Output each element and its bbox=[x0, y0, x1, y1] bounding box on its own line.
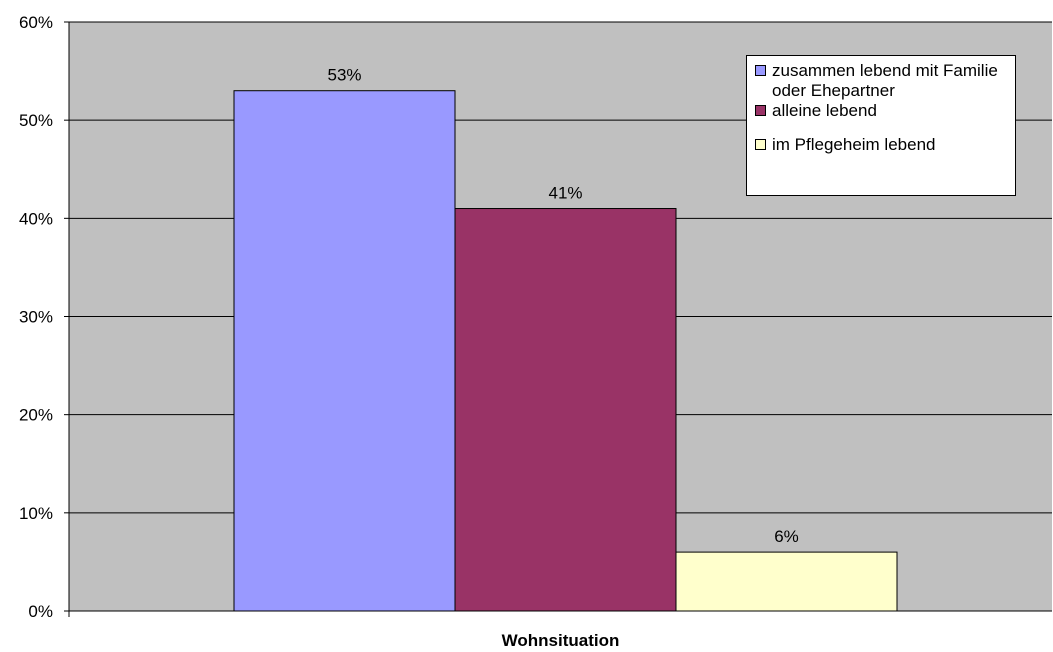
legend-label-nursing-home: im Pflegeheim lebend bbox=[772, 135, 936, 154]
legend-item-alone: alleine lebend bbox=[755, 101, 1009, 121]
x-axis-title: Wohnsituation bbox=[502, 631, 620, 650]
legend-label-alone: alleine lebend bbox=[772, 101, 877, 120]
y-tick-label: 40% bbox=[19, 209, 53, 228]
legend-item-nursing-home: im Pflegeheim lebend bbox=[755, 135, 1009, 155]
y-tick-label: 20% bbox=[19, 406, 53, 425]
data-label: 6% bbox=[774, 527, 799, 546]
data-label: 53% bbox=[327, 66, 361, 85]
bar bbox=[675, 551, 898, 612]
y-tick-label: 50% bbox=[19, 111, 53, 130]
legend: zusammen lebend mit Familie oder Ehepart… bbox=[746, 55, 1016, 196]
data-label: 41% bbox=[548, 184, 582, 203]
legend-swatch-nursing-home bbox=[755, 139, 766, 150]
y-tick-label: 10% bbox=[19, 504, 53, 523]
bar bbox=[454, 208, 677, 612]
legend-swatch-family bbox=[755, 65, 766, 76]
bar bbox=[233, 90, 456, 612]
legend-label-family: zusammen lebend mit Familie oder Ehepart… bbox=[772, 61, 998, 100]
y-tick-label: 0% bbox=[28, 602, 53, 621]
legend-item-family: zusammen lebend mit Familie oder Ehepart… bbox=[755, 61, 1009, 101]
y-tick-label: 30% bbox=[19, 308, 53, 327]
legend-swatch-alone bbox=[755, 105, 766, 116]
y-tick-label: 60% bbox=[19, 13, 53, 32]
